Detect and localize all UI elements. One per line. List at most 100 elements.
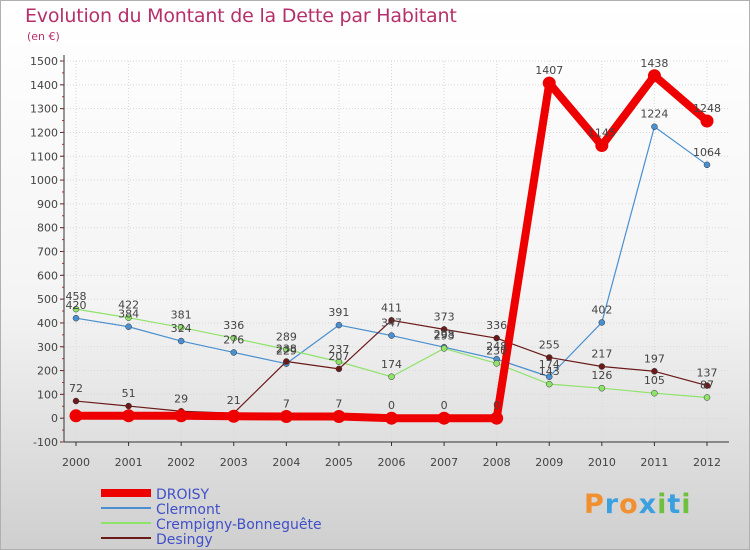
- data-label: 230: [486, 344, 507, 357]
- y-tick-label: 400: [37, 317, 58, 330]
- data-label: 420: [66, 299, 87, 312]
- x-tick-label: 2004: [272, 456, 300, 469]
- logo-letter: i: [681, 489, 692, 520]
- data-point: [490, 411, 504, 425]
- data-label: 381: [171, 308, 192, 321]
- data-point: [177, 337, 185, 345]
- y-tick-label: 1500: [30, 55, 58, 68]
- data-point: [125, 402, 132, 410]
- y-tick-label: -100: [33, 436, 58, 449]
- data-point: [595, 139, 609, 153]
- data-label: 126: [591, 369, 612, 382]
- logo-letter: i: [657, 489, 668, 520]
- y-tick-label: 300: [37, 341, 58, 354]
- data-label: 347: [381, 317, 402, 330]
- data-point: [69, 409, 83, 423]
- y-tick-label: 1400: [30, 79, 58, 92]
- y-tick-label: 200: [37, 365, 58, 378]
- data-label: 174: [381, 358, 402, 371]
- data-point: [125, 314, 132, 321]
- data-point: [598, 363, 606, 370]
- data-point: [703, 161, 711, 169]
- data-label: 143: [539, 365, 560, 378]
- logo-letter: o: [619, 489, 639, 520]
- data-label: 105: [644, 374, 665, 387]
- y-tick-label: 900: [37, 198, 58, 211]
- data-label: 217: [591, 348, 612, 361]
- data-label: 298: [434, 328, 455, 341]
- data-label: 336: [223, 319, 244, 332]
- data-label: 174: [539, 358, 560, 371]
- data-point: [437, 411, 451, 425]
- y-tick-label: 1100: [30, 150, 58, 163]
- data-point: [335, 358, 343, 366]
- data-point: [230, 334, 237, 342]
- data-point: [385, 411, 398, 425]
- data-point: [440, 345, 448, 352]
- data-label: 458: [66, 290, 87, 303]
- legend-label: Desingy: [156, 532, 213, 548]
- data-label: 7: [283, 398, 290, 411]
- data-point: [72, 305, 80, 313]
- y-tick-label: 700: [37, 246, 58, 259]
- data-label: 1407: [535, 64, 563, 77]
- y-tick-label: 500: [37, 293, 58, 306]
- logo-letter: P: [584, 489, 605, 520]
- y-tick-label: 800: [37, 222, 58, 235]
- data-point: [335, 321, 343, 329]
- data-label: 276: [223, 333, 244, 346]
- x-tick-label: 2003: [220, 456, 248, 469]
- x-tick-label: 2011: [640, 456, 668, 469]
- x-tick-label: 2000: [62, 456, 90, 469]
- data-point: [651, 368, 658, 375]
- data-label: 1248: [693, 102, 721, 115]
- data-point: [122, 409, 136, 423]
- y-tick-label: 600: [37, 269, 58, 282]
- data-point: [700, 114, 714, 128]
- data-point: [598, 319, 606, 326]
- y-tick-label: 1200: [30, 126, 58, 139]
- data-label: 72: [69, 382, 83, 395]
- data-point: [72, 314, 80, 322]
- data-point: [332, 410, 346, 424]
- data-point: [388, 373, 395, 381]
- data-label: 324: [171, 322, 192, 335]
- logo-letter: r: [604, 489, 620, 520]
- legend-label: Crempigny-Bonneguête: [156, 517, 322, 533]
- data-label: 289: [276, 330, 297, 343]
- y-tick-label: 100: [37, 388, 58, 401]
- data-label: 1224: [640, 108, 668, 121]
- data-label: 1064: [693, 146, 721, 159]
- data-point: [493, 334, 500, 342]
- data-point: [546, 354, 553, 361]
- data-label: 238: [276, 343, 297, 356]
- data-label: 207: [328, 350, 349, 363]
- data-label: 373: [434, 310, 455, 323]
- data-point: [283, 346, 290, 353]
- data-point: [647, 69, 661, 83]
- x-tick-label: 2006: [378, 456, 406, 469]
- data-point: [542, 76, 556, 90]
- chart-subtitle: (en €): [27, 30, 60, 43]
- data-label: 422: [118, 299, 139, 312]
- data-point: [651, 389, 658, 397]
- data-label: 29: [174, 392, 188, 405]
- x-tick-label: 2001: [115, 456, 143, 469]
- data-point: [227, 409, 241, 423]
- x-tick-label: 2008: [483, 456, 511, 469]
- data-label: 229: [276, 345, 297, 358]
- data-label: 87: [700, 378, 714, 391]
- data-point: [493, 360, 500, 367]
- data-point: [651, 123, 658, 130]
- x-tick-label: 2012: [693, 456, 721, 469]
- data-point: [703, 382, 711, 389]
- data-label: 7: [335, 398, 342, 411]
- data-label: 0: [388, 399, 395, 412]
- data-point: [546, 373, 553, 381]
- legend-label: DROISY: [156, 487, 210, 503]
- logo-letter: t: [667, 489, 682, 520]
- data-label: 255: [539, 338, 560, 351]
- data-point: [230, 349, 237, 356]
